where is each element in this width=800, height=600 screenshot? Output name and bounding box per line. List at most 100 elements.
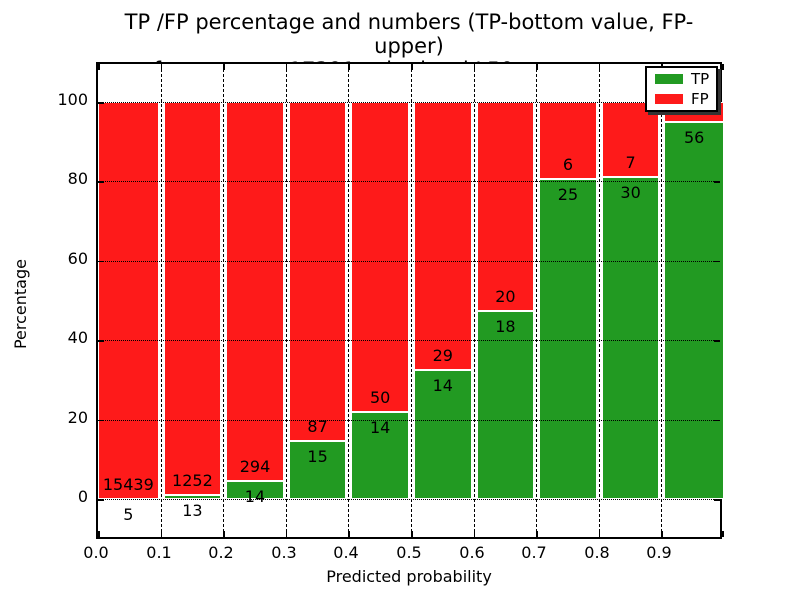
x-tick-label: 0.1 <box>146 543 172 562</box>
x-tick-mark <box>473 531 476 537</box>
horizontal-gridline <box>98 102 720 103</box>
x-tick-mark <box>411 531 413 537</box>
y-tick-mark <box>714 260 720 263</box>
bar-tp-segment <box>288 441 347 499</box>
fp-count-label: 50 <box>370 388 391 407</box>
y-tick-mark <box>714 499 720 501</box>
bar-tp-segment <box>664 122 724 499</box>
fp-count-label: 20 <box>495 287 516 306</box>
bar-fp-segment <box>288 102 347 441</box>
bar-fp-segment <box>351 102 409 412</box>
fp-count-label: 15439 <box>102 475 154 494</box>
fp-count-label: 7 <box>625 153 636 172</box>
x-tick-mark <box>722 64 724 70</box>
plot-area: 15439 5 1252 13 294 14 87 15 50 14 29 14 20 18 6 25 7 30 5… <box>96 62 724 539</box>
bar-fp-segment <box>98 102 159 499</box>
horizontal-gridline <box>98 340 720 342</box>
x-tick-mark <box>536 64 538 70</box>
x-tick-mark <box>285 531 288 537</box>
y-tick-mark <box>98 102 104 104</box>
x-tick-label: 0.9 <box>646 543 672 562</box>
vertical-gridline <box>473 64 475 537</box>
bar-fp-segment <box>476 102 535 311</box>
y-tick-mark <box>714 181 720 183</box>
x-tick-label: 0.5 <box>396 543 422 562</box>
x-axis-label: Predicted probability <box>326 567 492 586</box>
tp-count-label: 30 <box>620 183 641 202</box>
vertical-gridline <box>160 64 162 537</box>
y-tick-mark <box>714 340 720 342</box>
fp-count-label: 1252 <box>172 471 213 490</box>
legend: TP FP <box>645 66 718 112</box>
x-tick-mark <box>348 531 350 537</box>
vertical-gridline <box>285 64 287 537</box>
x-tick-label: 0.8 <box>584 543 610 562</box>
bar-tp-segment <box>163 495 222 499</box>
horizontal-gridline <box>98 419 720 421</box>
bar-tp-segment <box>414 370 472 499</box>
y-tick-label: 40 <box>67 328 88 347</box>
bar-fp-segment <box>601 102 660 177</box>
x-tick-label: 0.2 <box>208 543 234 562</box>
fp-legend-swatch-icon <box>655 94 683 104</box>
tp-legend-label: TP <box>691 69 710 88</box>
tp-count-label: 5 <box>123 505 134 524</box>
vertical-gridline <box>598 64 600 537</box>
y-tick-label: 0 <box>77 487 88 506</box>
legend-item-fp: FP <box>655 89 709 108</box>
bar-fp-segment <box>163 102 222 495</box>
tp-count-label: 14 <box>244 487 266 506</box>
horizontal-gridline <box>98 181 720 183</box>
chart-title-line1: TP /FP percentage and numbers (TP-bottom… <box>124 10 694 58</box>
bar-tp-segment <box>601 177 660 499</box>
x-tick-mark <box>98 531 100 537</box>
tp-count-label: 15 <box>307 447 328 466</box>
bar-tp-segment <box>226 481 284 499</box>
y-axis-label: Percentage <box>11 259 30 350</box>
vertical-gridline <box>536 64 538 537</box>
vertical-gridline <box>348 64 350 537</box>
x-tick-mark <box>661 531 663 537</box>
x-tick-label: 0.4 <box>333 543 359 562</box>
vertical-gridline <box>661 64 663 537</box>
y-tick-mark <box>98 499 104 501</box>
tp-count-label: 14 <box>370 418 391 437</box>
x-tick-mark <box>223 531 225 537</box>
bar-tp-segment <box>476 311 535 499</box>
fp-count-label: 294 <box>239 457 271 476</box>
fp-count-label: 6 <box>562 155 574 174</box>
x-tick-label: 0.7 <box>521 543 547 562</box>
y-tick-label: 60 <box>67 249 88 268</box>
y-tick-label: 20 <box>67 408 88 427</box>
x-tick-mark <box>223 64 225 70</box>
tp-count-label: 18 <box>495 317 516 336</box>
horizontal-gridline <box>98 499 720 500</box>
x-tick-mark <box>98 64 100 70</box>
x-tick-mark <box>722 531 724 537</box>
fp-legend-label: FP <box>691 89 709 108</box>
y-tick-mark <box>98 260 104 263</box>
y-tick-label: 80 <box>67 169 88 188</box>
x-tick-mark <box>160 64 163 70</box>
x-tick-mark <box>160 531 163 537</box>
x-tick-label: 0.6 <box>459 543 485 562</box>
bar-tp-segment <box>351 412 409 499</box>
tp-legend-swatch-icon <box>655 74 683 84</box>
x-tick-mark <box>598 64 601 70</box>
legend-item-tp: TP <box>655 69 710 88</box>
y-tick-mark <box>98 419 104 422</box>
x-tick-mark <box>536 531 538 537</box>
tp-count-label: 14 <box>432 376 453 395</box>
y-tick-mark <box>98 340 104 342</box>
x-tick-mark <box>411 64 413 70</box>
y-tick-label: 100 <box>57 90 88 109</box>
fp-count-label: 87 <box>307 417 328 436</box>
bar-tp-segment <box>539 179 597 499</box>
vertical-gridline <box>223 64 225 537</box>
bar-fp-segment <box>539 102 597 179</box>
x-tick-mark <box>598 531 601 537</box>
y-tick-mark <box>714 419 720 422</box>
bar-fp-segment <box>414 102 472 370</box>
y-tick-mark <box>98 181 104 183</box>
